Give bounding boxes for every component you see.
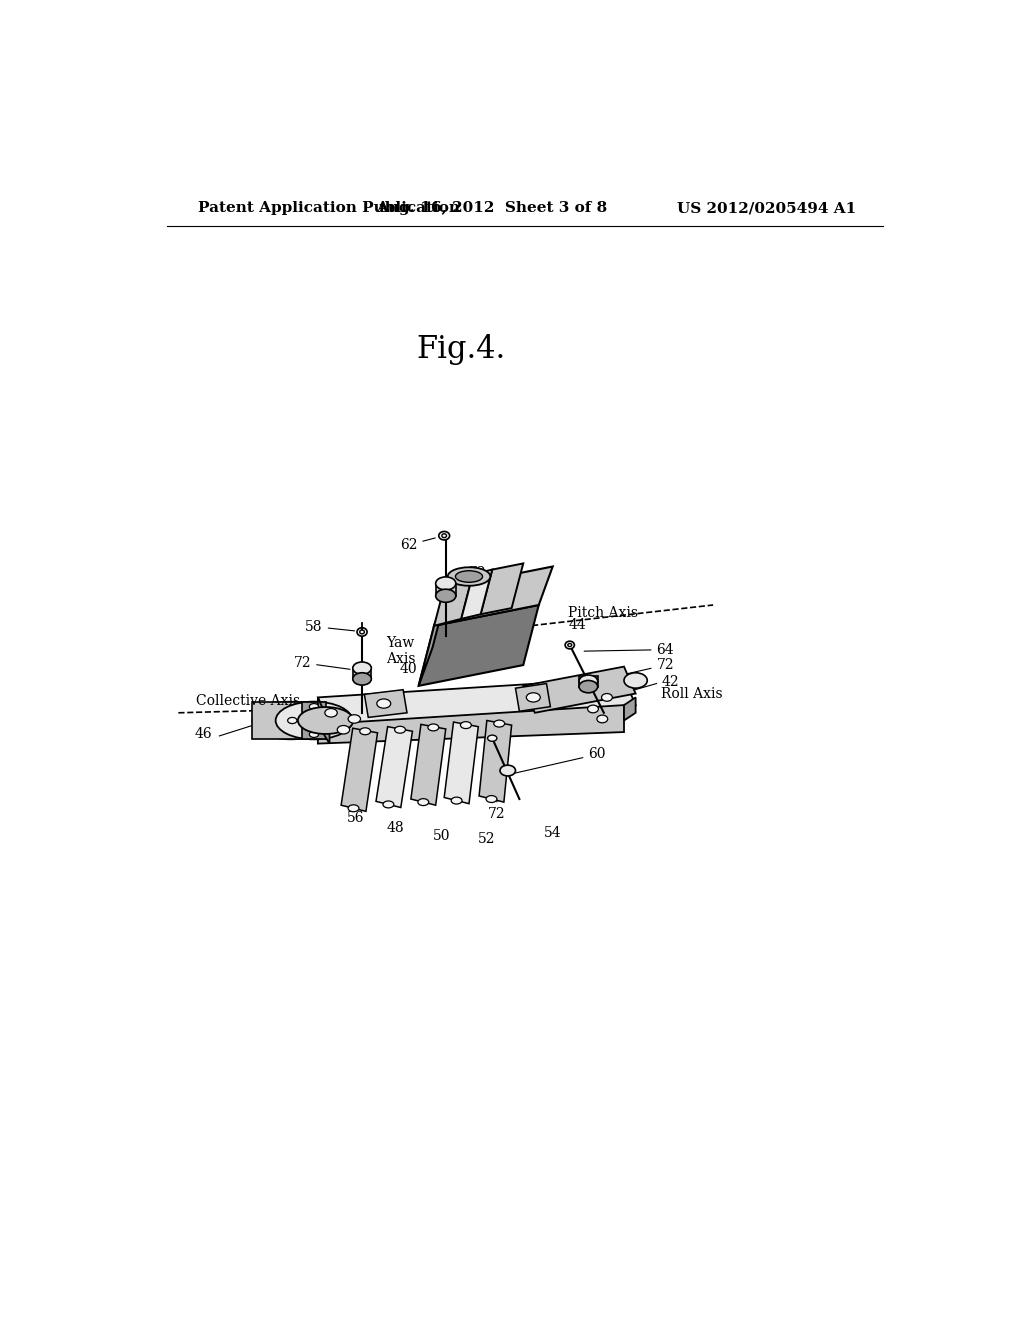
Text: Aug. 16, 2012  Sheet 3 of 8: Aug. 16, 2012 Sheet 3 of 8 <box>377 202 608 215</box>
Text: 56: 56 <box>347 777 365 825</box>
Ellipse shape <box>435 577 456 590</box>
Polygon shape <box>341 729 378 812</box>
Text: 62: 62 <box>399 539 435 552</box>
Text: Fig.4.: Fig.4. <box>417 334 506 364</box>
Polygon shape <box>579 676 598 686</box>
Text: 48: 48 <box>387 821 404 836</box>
Ellipse shape <box>418 799 429 805</box>
Ellipse shape <box>325 709 337 717</box>
Ellipse shape <box>486 796 497 803</box>
Ellipse shape <box>452 797 462 804</box>
Text: 40: 40 <box>399 661 418 676</box>
Text: Roll Axis: Roll Axis <box>662 686 723 701</box>
Text: 44: 44 <box>568 618 586 632</box>
Polygon shape <box>419 587 449 686</box>
Text: 72: 72 <box>294 656 350 669</box>
Ellipse shape <box>438 532 450 540</box>
Polygon shape <box>317 697 330 743</box>
Ellipse shape <box>601 693 612 701</box>
Polygon shape <box>352 668 372 678</box>
Ellipse shape <box>359 727 371 735</box>
Polygon shape <box>461 570 493 619</box>
Ellipse shape <box>275 702 352 739</box>
Ellipse shape <box>588 705 598 713</box>
Text: 60: 60 <box>512 747 606 774</box>
Text: 50: 50 <box>433 829 451 843</box>
Text: 52: 52 <box>478 832 496 846</box>
Polygon shape <box>302 702 326 739</box>
Ellipse shape <box>447 568 490 586</box>
Ellipse shape <box>331 718 340 723</box>
Text: 72: 72 <box>600 659 674 680</box>
Ellipse shape <box>337 726 349 734</box>
Ellipse shape <box>461 722 471 729</box>
Text: Yaw
Axis: Yaw Axis <box>386 636 416 667</box>
Ellipse shape <box>377 700 391 708</box>
Text: 38: 38 <box>299 708 316 721</box>
Polygon shape <box>434 566 553 626</box>
Ellipse shape <box>565 642 574 649</box>
Text: Pitch Axis: Pitch Axis <box>568 606 638 619</box>
Polygon shape <box>479 721 512 803</box>
Ellipse shape <box>487 735 497 742</box>
Text: 72: 72 <box>459 566 486 585</box>
Ellipse shape <box>597 715 607 723</box>
Polygon shape <box>435 583 456 595</box>
Polygon shape <box>523 667 636 713</box>
Text: 42: 42 <box>662 675 679 689</box>
Ellipse shape <box>526 693 541 702</box>
Ellipse shape <box>357 628 367 636</box>
Ellipse shape <box>442 533 446 537</box>
Ellipse shape <box>352 663 372 675</box>
Text: 72: 72 <box>488 783 506 821</box>
Ellipse shape <box>383 801 394 808</box>
Polygon shape <box>376 726 413 808</box>
Ellipse shape <box>624 673 647 688</box>
Polygon shape <box>624 697 636 721</box>
Ellipse shape <box>500 766 515 776</box>
Text: 58: 58 <box>305 619 354 634</box>
Ellipse shape <box>579 681 598 693</box>
Text: 46: 46 <box>195 727 212 742</box>
Ellipse shape <box>568 644 571 647</box>
Polygon shape <box>365 689 407 718</box>
Ellipse shape <box>252 702 329 739</box>
Polygon shape <box>444 722 478 804</box>
Ellipse shape <box>494 721 505 727</box>
Text: Collective Axis: Collective Axis <box>196 694 300 709</box>
Polygon shape <box>480 564 523 614</box>
Ellipse shape <box>456 570 482 582</box>
Ellipse shape <box>298 708 353 734</box>
Ellipse shape <box>288 718 297 723</box>
Text: 64: 64 <box>584 643 674 656</box>
Ellipse shape <box>309 704 318 710</box>
Ellipse shape <box>348 805 359 812</box>
Polygon shape <box>434 574 473 626</box>
Ellipse shape <box>348 714 360 723</box>
Ellipse shape <box>309 731 318 738</box>
Ellipse shape <box>428 723 438 731</box>
Ellipse shape <box>352 673 372 685</box>
Ellipse shape <box>359 630 365 634</box>
Polygon shape <box>317 705 624 743</box>
Text: Patent Application Publication: Patent Application Publication <box>198 202 460 215</box>
Polygon shape <box>419 605 539 686</box>
Text: 54: 54 <box>544 826 561 840</box>
Polygon shape <box>515 684 550 711</box>
Ellipse shape <box>579 675 598 688</box>
Ellipse shape <box>394 726 406 733</box>
Ellipse shape <box>435 589 456 602</box>
Polygon shape <box>411 725 445 805</box>
Text: US 2012/0205494 A1: US 2012/0205494 A1 <box>677 202 856 215</box>
Polygon shape <box>252 702 345 739</box>
Polygon shape <box>317 678 636 725</box>
